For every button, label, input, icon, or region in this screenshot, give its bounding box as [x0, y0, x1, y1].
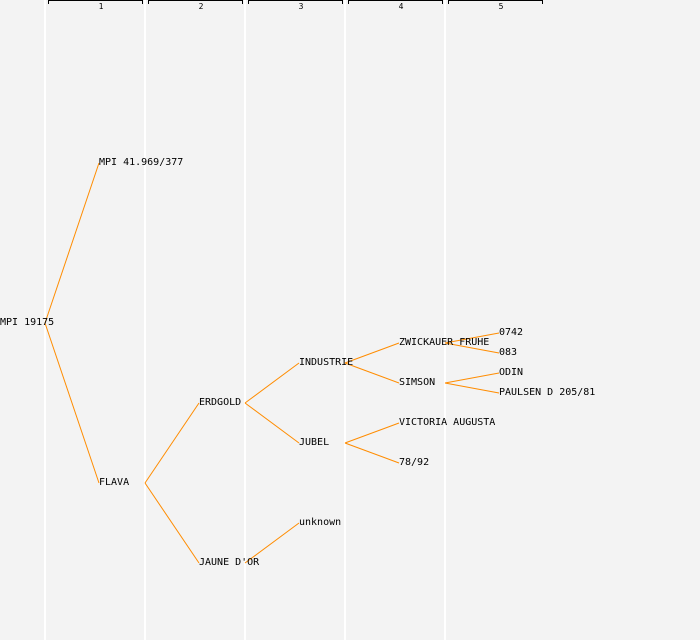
generation-label-4: 4 [398, 2, 404, 11]
column-divider [344, 0, 346, 640]
edge-simson-paulsen [444, 382, 500, 394]
generation-bracket-2 [148, 0, 243, 4]
node-unknown: unknown [299, 517, 342, 528]
generation-bracket-1 [48, 0, 143, 4]
edge-erdgold-industrie [244, 362, 300, 404]
node-industrie: INDUSTRIE [299, 357, 354, 368]
node-78-92: 78/92 [399, 457, 430, 468]
node-083: 083 [499, 347, 518, 358]
node-mpi-41969: MPI 41.969/377 [99, 157, 184, 168]
edge-flava-jaune [144, 482, 200, 564]
edge-zwickauer-n0742 [444, 332, 500, 344]
node-jaune-d-or: JAUNE D'OR [199, 557, 260, 568]
node-paulsen: PAULSEN D 205/81 [499, 387, 596, 398]
node-erdgold: ERDGOLD [199, 397, 242, 408]
node-root: MPI 19175 [0, 317, 55, 328]
generation-label-1: 1 [98, 2, 104, 11]
edge-flava-erdgold [144, 402, 200, 484]
node-0742: 0742 [499, 327, 524, 338]
generation-label-3: 3 [298, 2, 304, 11]
edge-industrie-zwickauer [344, 342, 400, 364]
generation-label-2: 2 [198, 2, 204, 11]
generation-bracket-3 [248, 0, 343, 4]
column-divider [444, 0, 446, 640]
node-odin: ODIN [499, 367, 524, 378]
edge-industrie-simson [344, 362, 400, 384]
edge-erdgold-jubel [244, 402, 300, 444]
column-divider [144, 0, 146, 640]
node-zwickauer-fruhe: ZWICKAUER FRUHE [399, 337, 490, 348]
edge-jubel-victoria [344, 422, 400, 444]
column-divider [44, 0, 46, 640]
node-victoria-augusta: VICTORIA AUGUSTA [399, 417, 496, 428]
generation-bracket-4 [348, 0, 443, 4]
edge-root-flava [44, 322, 100, 484]
generation-label-5: 5 [498, 2, 504, 11]
node-flava: FLAVA [99, 477, 130, 488]
column-divider [244, 0, 246, 640]
edge-root-mpi41969 [44, 162, 100, 324]
node-simson: SIMSON [399, 377, 436, 388]
edge-zwickauer-n083 [444, 342, 500, 354]
edge-jubel-n7892 [344, 442, 400, 464]
node-jubel: JUBEL [299, 437, 330, 448]
edge-simson-odin [444, 372, 500, 384]
edge-jaune-unknown [244, 522, 300, 564]
generation-bracket-5 [448, 0, 543, 4]
